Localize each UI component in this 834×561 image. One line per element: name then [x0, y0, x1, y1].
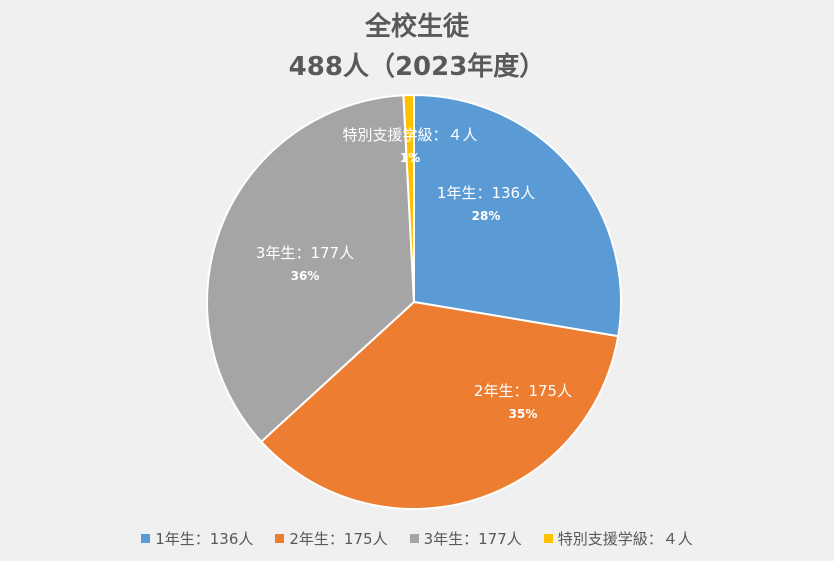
data-label-1: 1年生：136人	[437, 184, 535, 202]
pie-slices	[206, 93, 622, 510]
legend-item-1: 1年生：136人	[141, 528, 253, 549]
legend-label: 3年生：177人	[423, 530, 522, 548]
chart-title: 全校生徒	[364, 12, 469, 42]
pie-slice-3	[206, 94, 416, 444]
legend-swatch	[275, 534, 285, 543]
data-percent-2: 35%	[509, 407, 538, 421]
data-percent-1: 28%	[472, 209, 501, 223]
legend-item-4: 特別支援学級：４人	[543, 528, 693, 549]
data-label-4: 特別支援学級：４人	[342, 126, 477, 144]
legend-label: 特別支援学級：４人	[557, 530, 693, 548]
legend-item-3: 3年生：177人	[409, 528, 522, 549]
data-percent-3: 36%	[291, 269, 320, 283]
legend-label: 1年生：136人	[155, 530, 254, 548]
pie-slice-2	[259, 300, 620, 510]
legend-swatch	[409, 534, 419, 543]
pie-slice-1	[413, 93, 622, 338]
pie-data-labels: 1年生：136人 28% 2年生：175人 35% 3年生：177人 36% 特別支援学級：…	[256, 126, 572, 421]
chart-legend: 1年生：136人 2年生：175人 3年生：177人 特別支援学級：４人	[0, 528, 834, 549]
data-percent-4: 1%	[400, 151, 420, 165]
chart-subtitle: 488人（2023年度）	[288, 52, 546, 82]
legend-item-2: 2年生：175人	[275, 528, 388, 549]
pie-slice-4	[402, 93, 415, 303]
legend-label: 2年生：175人	[289, 530, 388, 548]
legend-swatch	[141, 534, 151, 543]
legend-swatch	[543, 534, 553, 543]
data-label-2: 2年生：175人	[474, 382, 572, 400]
data-label-3: 3年生：177人	[256, 244, 354, 262]
